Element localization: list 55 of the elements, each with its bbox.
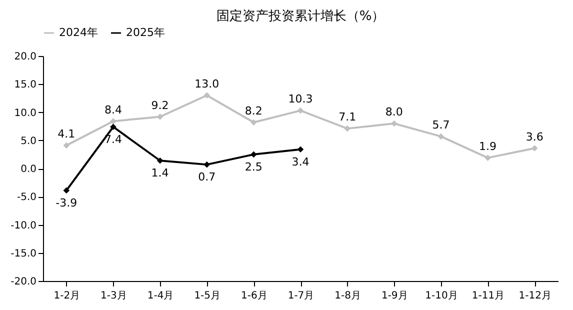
data-label: 7.1 <box>338 110 356 124</box>
point <box>297 146 304 153</box>
point <box>344 125 350 132</box>
data-label: 8.0 <box>385 106 403 118</box>
point <box>531 145 538 152</box>
point <box>63 187 70 194</box>
point <box>204 161 210 168</box>
x-tick-label: 1-4月 <box>147 290 174 302</box>
x-tick-label: 1-2月 <box>54 290 80 302</box>
chart-title: 固定资产投资累计增长（%） <box>216 9 385 24</box>
x-tick-label: 1-6月 <box>241 290 268 302</box>
y-tick-label: -5.0 <box>16 192 36 204</box>
point <box>484 154 491 161</box>
data-label: 9.2 <box>151 98 169 112</box>
point <box>438 133 444 140</box>
y-tick-label: -20.0 <box>10 276 36 288</box>
point <box>250 151 257 158</box>
legend-label: 2024年 <box>59 26 98 39</box>
x-tick-label: 1-12月 <box>518 290 552 302</box>
data-label: 5.7 <box>432 118 450 132</box>
data-label: 1.4 <box>151 166 169 180</box>
y-tick-label: 0.0 <box>20 164 36 175</box>
x-tick-label: 1-3月 <box>100 290 127 302</box>
point <box>250 119 257 126</box>
x-tick-label: 1-10月 <box>425 290 458 302</box>
point <box>390 120 398 127</box>
point <box>204 92 210 99</box>
legend-label: 2025年 <box>126 26 165 39</box>
y-tick-label: 5.0 <box>20 136 36 147</box>
y-tick-label: -10.0 <box>10 220 36 232</box>
point <box>156 114 164 120</box>
x-tick-label: 1-7月 <box>288 290 314 302</box>
data-label: 3.4 <box>292 155 310 168</box>
y-tick-label: -15.0 <box>10 248 36 260</box>
point <box>63 142 70 149</box>
x-tick-label: 1-5月 <box>194 290 221 302</box>
y-tick-label: 20.0 <box>14 52 36 62</box>
data-label: 13.0 <box>194 77 220 90</box>
data-label: 0.7 <box>198 170 216 184</box>
y-tick-label: 15.0 <box>14 80 36 91</box>
data-label: 8.4 <box>104 103 122 116</box>
data-label: 10.3 <box>288 92 313 106</box>
x-tick-label: 1-11月 <box>472 290 505 302</box>
data-label: 3.6 <box>526 130 544 144</box>
x-tick-label: 1-9月 <box>381 290 408 302</box>
data-label: -3.9 <box>56 196 78 210</box>
point <box>297 107 304 114</box>
data-label: 4.1 <box>58 127 76 140</box>
point <box>110 124 116 130</box>
point <box>156 157 164 164</box>
data-label: 1.9 <box>479 140 497 153</box>
y-tick-label: 10.0 <box>14 108 36 119</box>
data-label: 2.5 <box>244 160 262 174</box>
x-tick-label: 1-8月 <box>334 290 361 302</box>
data-label: 8.2 <box>244 104 262 118</box>
